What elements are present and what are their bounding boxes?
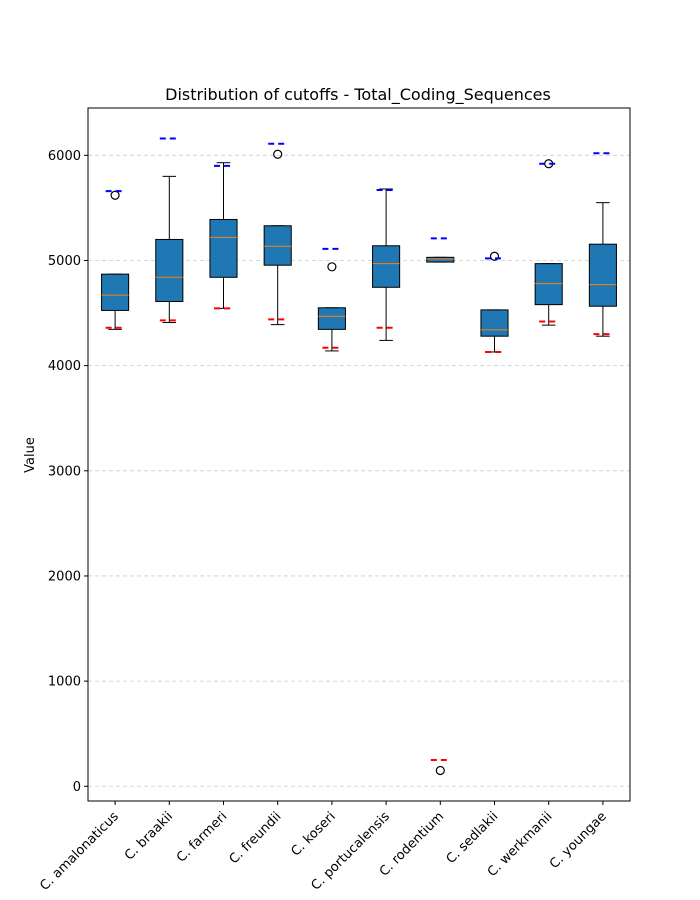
grid-lines	[88, 154, 630, 787]
outlier-point	[435, 765, 445, 776]
box	[209, 218, 238, 278]
y-tick-label: 4000	[48, 359, 81, 374]
box-group	[534, 159, 563, 326]
x-tick-label: C. braakii	[122, 809, 176, 863]
plot-frame	[87, 107, 631, 802]
outlier-point	[273, 149, 283, 159]
box	[534, 263, 563, 306]
y-tick-label: 0	[73, 780, 81, 795]
outlier-point	[110, 190, 120, 200]
box	[155, 238, 184, 302]
y-axis-label: Value	[23, 437, 38, 473]
y-tick-label: 6000	[48, 149, 81, 164]
box	[317, 307, 346, 330]
chart-title: Distribution of cutoffs - Total_Coding_S…	[165, 85, 551, 105]
x-tick-label: C. freundii	[227, 809, 285, 867]
box-group	[372, 188, 401, 341]
box-group	[155, 137, 184, 324]
y-tick-label: 1000	[48, 675, 81, 690]
x-tick-label: C. farmeri	[174, 809, 230, 865]
outlier-point	[327, 262, 337, 272]
y-tick-label: 3000	[48, 464, 81, 479]
box-group	[209, 162, 238, 310]
box	[263, 225, 292, 266]
outlier-point	[489, 251, 500, 261]
box	[101, 273, 130, 311]
box-group	[480, 251, 509, 353]
box-group	[426, 237, 455, 776]
y-axis: 0 1000 2000 3000 4000 5000 6000	[48, 149, 88, 795]
box-group	[588, 152, 617, 337]
x-tick-label: C. youngae	[547, 809, 610, 872]
box-group	[317, 247, 346, 352]
box	[372, 245, 401, 288]
box-group	[101, 190, 130, 330]
y-tick-label: 5000	[48, 254, 81, 269]
box-plot-marks	[101, 137, 617, 776]
box	[426, 256, 455, 263]
x-tick-label: C. koseri	[288, 809, 338, 859]
box	[588, 243, 617, 307]
y-tick-label: 2000	[48, 569, 81, 584]
x-tick-label: C. sedlakii	[444, 809, 502, 867]
x-tick-label: C. amalonaticus	[37, 809, 122, 894]
box-group	[263, 142, 292, 326]
box	[480, 309, 509, 337]
